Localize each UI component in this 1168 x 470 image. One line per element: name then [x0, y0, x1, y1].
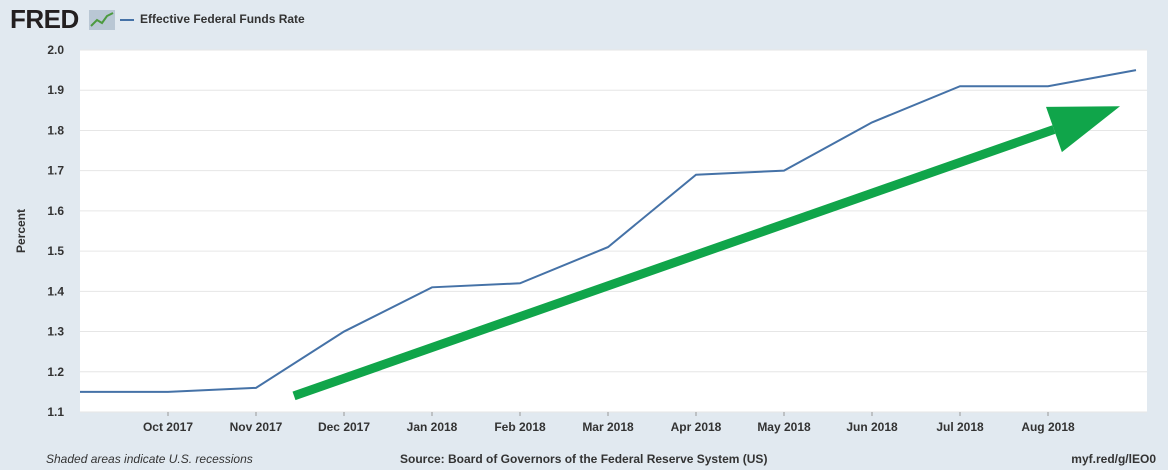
recession-note: Shaded areas indicate U.S. recessions [46, 452, 253, 466]
trend-arrow-shaft [292, 125, 1056, 401]
y-tick-label: 1.3 [47, 325, 64, 339]
x-tick-label: Jun 2018 [846, 420, 898, 434]
plot-area [80, 50, 1147, 412]
y-tick-label: 1.7 [47, 164, 64, 178]
y-tick-label: 2.0 [47, 43, 64, 57]
x-tick-label: Nov 2017 [230, 420, 283, 434]
x-tick-label: Jan 2018 [407, 420, 458, 434]
x-tick-label: Apr 2018 [671, 420, 722, 434]
short-url-link[interactable]: myf.red/g/lEO0 [1071, 452, 1156, 466]
x-tick-label: Aug 2018 [1021, 420, 1075, 434]
y-tick-label: 1.4 [47, 284, 64, 298]
x-tick-label: May 2018 [757, 420, 811, 434]
fred-logo-sparkline-icon [89, 10, 115, 30]
series-line [80, 69, 1137, 393]
y-tick-label: 1.6 [47, 204, 64, 218]
legend-swatch [120, 19, 134, 21]
y-tick-label: 1.1 [47, 405, 64, 419]
y-tick-label: 1.2 [47, 365, 64, 379]
y-axis-label: Percent [14, 209, 28, 253]
source-note: Source: Board of Governors of the Federa… [400, 452, 768, 466]
chart-header: FRED Effective Federal Funds Rate [0, 0, 1168, 40]
x-tick-label: Feb 2018 [494, 420, 546, 434]
fred-logo[interactable]: FRED [10, 4, 79, 34]
trend-arrow-head [1046, 106, 1120, 153]
x-tick-label: Jul 2018 [936, 420, 984, 434]
x-tick-label: Dec 2017 [318, 420, 370, 434]
y-tick-label: 1.8 [47, 123, 64, 137]
legend-label: Effective Federal Funds Rate [140, 12, 305, 26]
x-tick-label: Mar 2018 [582, 420, 634, 434]
x-tick-label: Oct 2017 [143, 420, 193, 434]
y-tick-label: 1.5 [47, 244, 64, 258]
y-tick-label: 1.9 [47, 83, 64, 97]
